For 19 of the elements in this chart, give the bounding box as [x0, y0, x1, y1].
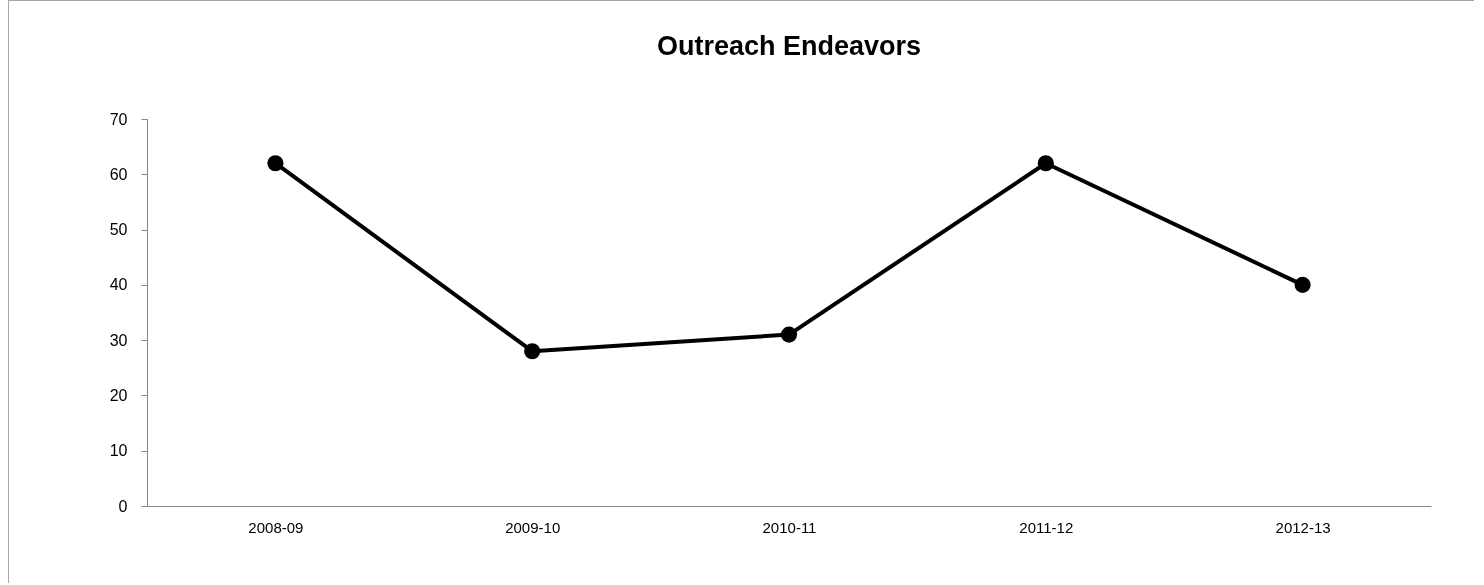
y-tick-label: 0 — [118, 497, 128, 515]
x-tick-label: 2008-09 — [248, 518, 304, 536]
point — [267, 155, 284, 172]
y-tick-label: 60 — [109, 165, 128, 183]
x-tick-label: 2011-12 — [1019, 518, 1074, 536]
x-tick-label: 2010-11 — [762, 518, 817, 536]
x-tick-label: 2012-13 — [1275, 518, 1331, 536]
y-tick-label: 50 — [109, 221, 128, 239]
y-tick-label: 70 — [109, 110, 128, 128]
x-tick-label: 2009-10 — [505, 518, 561, 536]
point — [1294, 276, 1311, 293]
y-tick-label: 10 — [109, 442, 128, 460]
point — [1037, 155, 1054, 172]
chart-title: Outreach Endeavors — [656, 31, 922, 61]
y-tick-label: 30 — [109, 331, 128, 349]
y-tick-label: 40 — [109, 276, 128, 294]
point — [780, 326, 798, 343]
y-tick-label: 20 — [109, 386, 128, 404]
point — [524, 343, 541, 360]
